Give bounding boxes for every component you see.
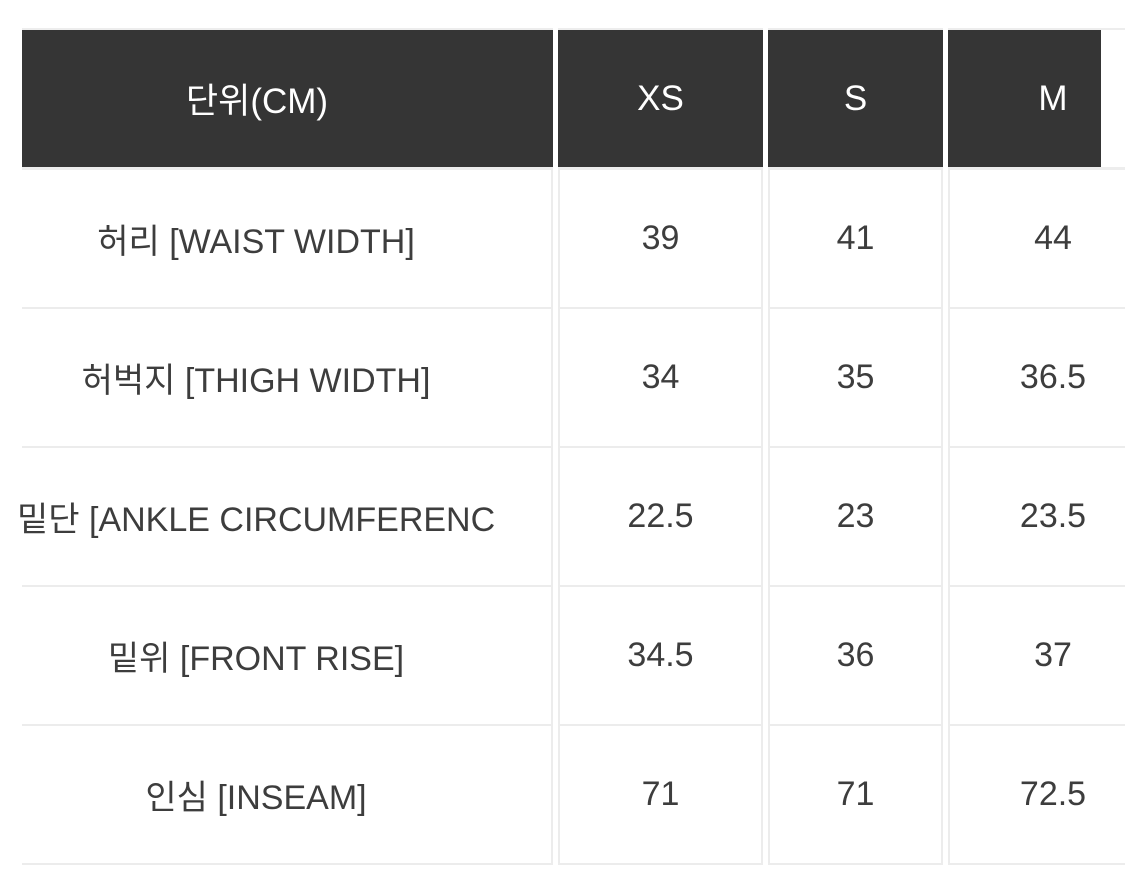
- cell-thigh-m: 36.5: [948, 309, 1125, 448]
- col-header-unit: 단위(CM): [22, 28, 553, 170]
- row-label-inseam: 인심 [INSEAM]: [22, 726, 553, 865]
- cell-inseam-s: 71: [768, 726, 943, 865]
- size-table: 단위(CM) XS S M 허리 [WAIST WIDTH] 39 41 44 …: [17, 28, 1125, 865]
- cell-waist-s: 41: [768, 170, 943, 309]
- table-row-front-rise: 밑위 [FRONT RISE] 34.5 36 37: [22, 587, 1125, 726]
- cell-front-rise-m: 37: [948, 587, 1125, 726]
- unit-header-label: 단위(CM): [185, 82, 329, 121]
- table-row-inseam: 인심 [INSEAM] 71 71 72.5: [22, 726, 1125, 865]
- cell-front-rise-xs: 34.5: [558, 587, 763, 726]
- row-label-thigh: 허벅지 [THIGH WIDTH]: [22, 309, 553, 448]
- cell-inseam-xs: 71: [558, 726, 763, 865]
- row-label-front-rise-text: 밑위 [FRONT RISE]: [107, 640, 405, 678]
- table-row-waist: 허리 [WAIST WIDTH] 39 41 44: [22, 170, 1125, 309]
- cell-front-rise-s: 36: [768, 587, 943, 726]
- cell-thigh-s: 35: [768, 309, 943, 448]
- cell-ankle-s: 23: [768, 448, 943, 587]
- col-header-xs: XS: [558, 28, 763, 170]
- col-header-s: S: [768, 28, 943, 170]
- row-label-ankle-text: 밑단 [ANKLE CIRCUMFERENCE]: [17, 501, 495, 539]
- cell-ankle-xs: 22.5: [558, 448, 763, 587]
- row-label-waist: 허리 [WAIST WIDTH]: [22, 170, 553, 309]
- cell-waist-m: 44: [948, 170, 1125, 309]
- cell-inseam-m: 72.5: [948, 726, 1125, 865]
- cell-ankle-m: 23.5: [948, 448, 1125, 587]
- row-label-ankle: 밑단 [ANKLE CIRCUMFERENCE]: [17, 448, 553, 587]
- row-label-front-rise: 밑위 [FRONT RISE]: [22, 587, 553, 726]
- table-row-ankle: 밑단 [ANKLE CIRCUMFERENCE] 22.5 23 23.5: [17, 448, 1125, 587]
- row-label-waist-text: 허리 [WAIST WIDTH]: [97, 223, 415, 261]
- cell-waist-xs: 39: [558, 170, 763, 309]
- row-label-thigh-text: 허벅지 [THIGH WIDTH]: [81, 362, 431, 400]
- header-row: 단위(CM) XS S M: [22, 28, 1125, 170]
- row-label-inseam-text: 인심 [INSEAM]: [145, 779, 367, 817]
- table-row-thigh: 허벅지 [THIGH WIDTH] 34 35 36.5: [22, 309, 1125, 448]
- col-header-m: M: [948, 28, 1125, 170]
- cell-thigh-xs: 34: [558, 309, 763, 448]
